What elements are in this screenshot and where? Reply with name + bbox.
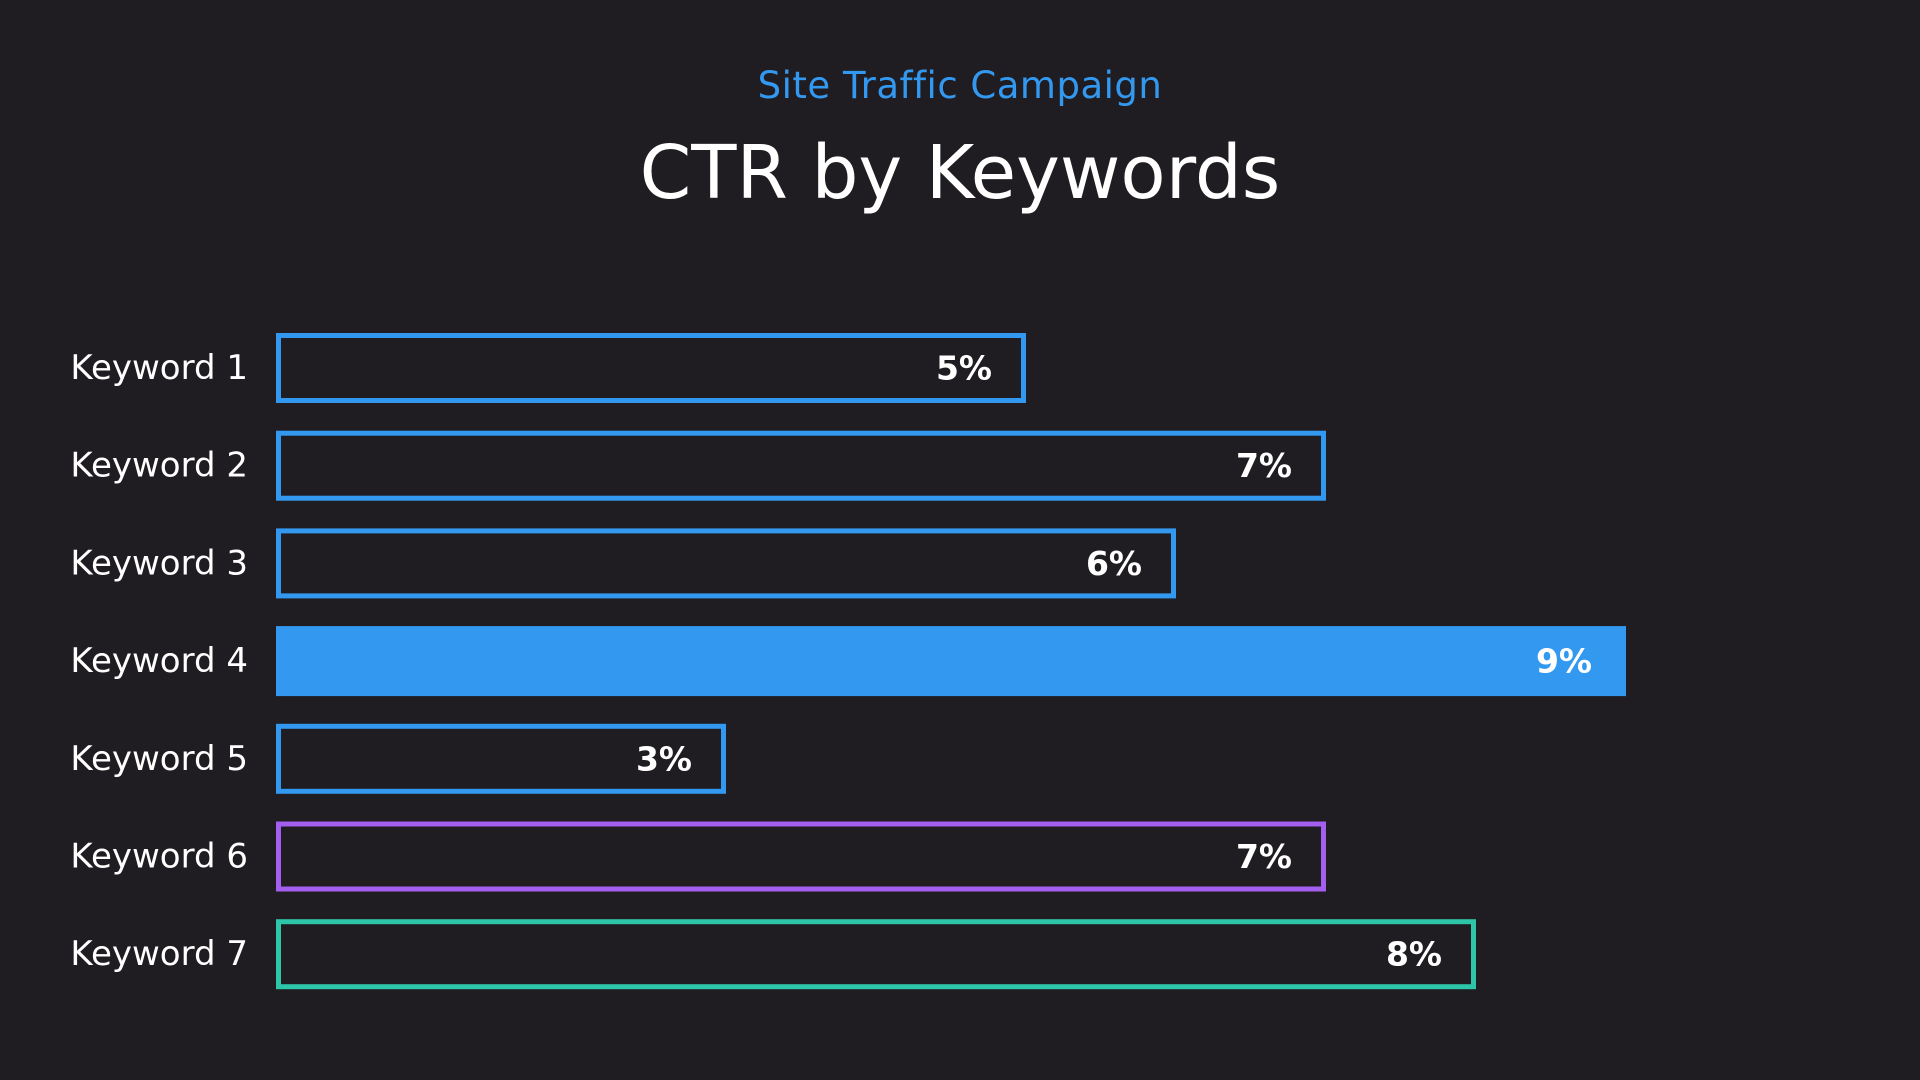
category-label-7: Keyword 7 <box>70 934 248 974</box>
data-label-5: 3% <box>636 739 692 778</box>
category-label-3: Keyword 3 <box>70 543 248 583</box>
category-label-4: Keyword 4 <box>70 641 248 681</box>
bar-2 <box>276 430 1326 501</box>
category-label-1: Keyword 1 <box>70 348 248 388</box>
bar-5 <box>276 723 726 794</box>
bar-3 <box>276 528 1176 599</box>
chart-subtitle: Site Traffic Campaign <box>757 64 1163 107</box>
data-label-2: 7% <box>1236 446 1292 485</box>
bar-7 <box>276 919 1476 990</box>
category-label-6: Keyword 6 <box>70 837 248 877</box>
bar-4 <box>276 626 1626 697</box>
data-label-3: 6% <box>1086 544 1142 583</box>
chart-title: CTR by Keywords <box>639 130 1281 216</box>
category-label-5: Keyword 5 <box>70 739 248 779</box>
data-label-1: 5% <box>936 349 992 388</box>
data-label-4: 9% <box>1536 642 1592 681</box>
category-label-2: Keyword 2 <box>70 446 248 486</box>
bar-6 <box>276 821 1326 892</box>
data-label-6: 7% <box>1236 837 1292 876</box>
bar-1 <box>276 333 1026 403</box>
data-label-7: 8% <box>1386 935 1442 974</box>
